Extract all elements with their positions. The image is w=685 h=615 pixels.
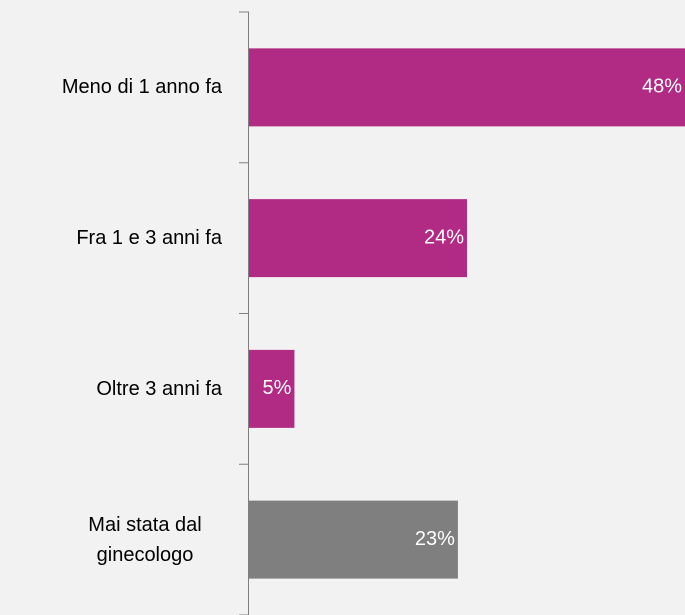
value-label: 48% xyxy=(642,76,682,98)
value-label: 24% xyxy=(424,226,464,248)
category-label: Oltre 3 anni fa xyxy=(96,377,222,400)
bar xyxy=(249,349,295,428)
bar xyxy=(249,199,467,278)
category-label: Mai stata dal ginecologo xyxy=(88,513,202,566)
bar xyxy=(249,48,685,127)
category-label: Fra 1 e 3 anni fa xyxy=(76,227,222,250)
bar xyxy=(249,500,458,579)
value-label: 5% xyxy=(263,377,292,399)
category-label: Meno di 1 anno fa xyxy=(61,76,222,99)
value-label: 23% xyxy=(415,528,455,550)
